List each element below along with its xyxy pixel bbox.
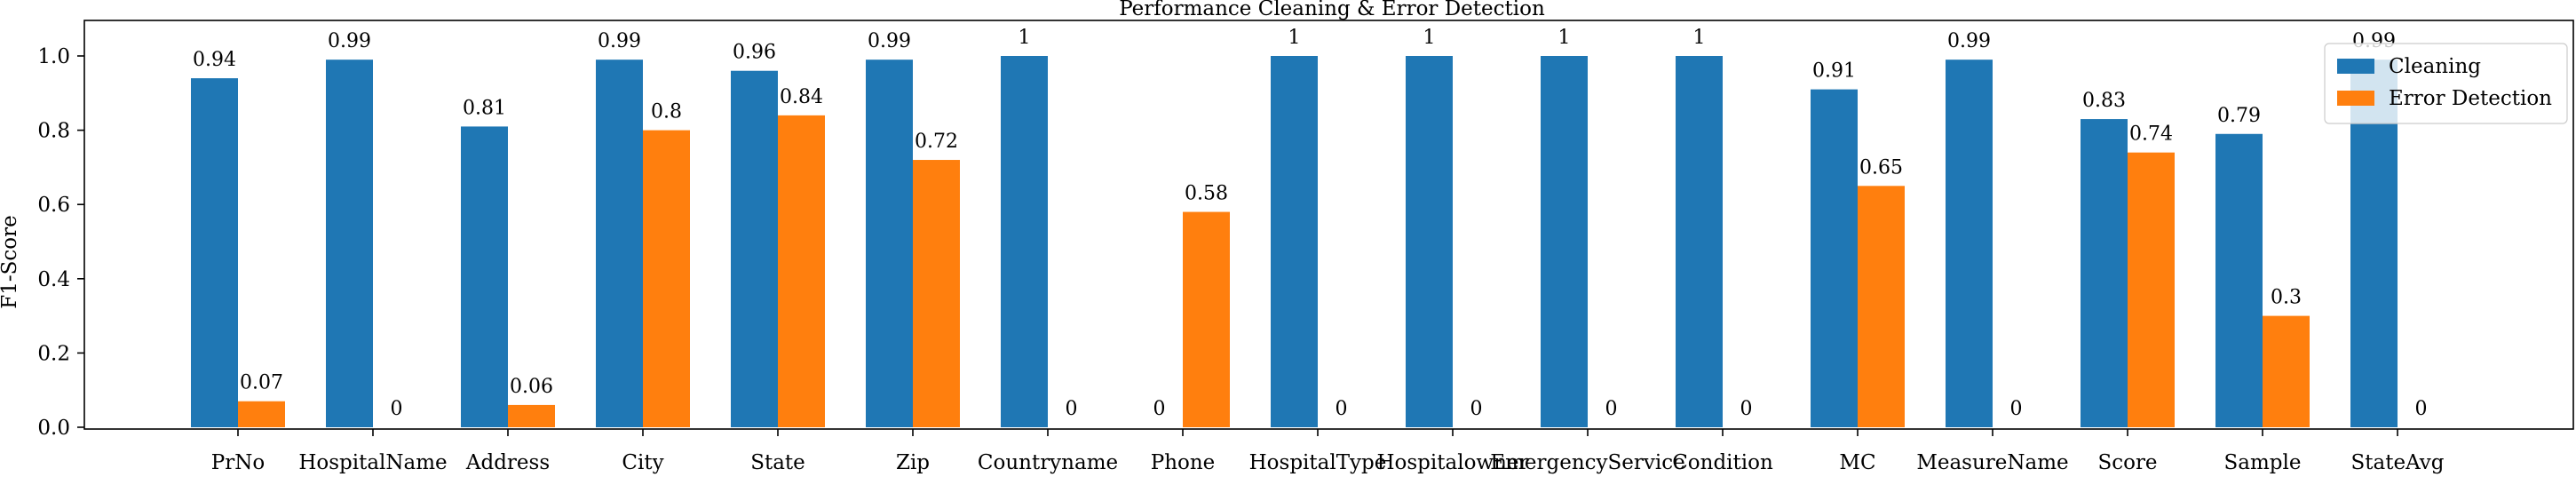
data-label-error-detection-address: 0.06 — [510, 376, 553, 398]
chart-title: Performance Cleaning & Error Detection — [1119, 0, 1545, 20]
x-tick-label-emergencyservice: EmergencyService — [1490, 451, 1684, 474]
x-tick-label-sample: Sample — [2224, 451, 2302, 474]
data-label-cleaning-state: 0.96 — [733, 42, 776, 64]
bar-cleaning-hospitaltype — [1271, 56, 1318, 427]
bar-cleaning-zip — [866, 60, 913, 428]
data-label-cleaning-city: 0.99 — [598, 30, 641, 52]
y-tick-label-0.4: 0.4 — [37, 268, 70, 291]
x-axis-ticks: PrNo HospitalName Address City State Zip Count… — [211, 429, 2445, 474]
data-label-error-detection-zip: 0.72 — [915, 131, 958, 153]
x-tick-label-state: State — [750, 451, 805, 474]
x-tick-label-phone: Phone — [1151, 451, 1216, 474]
data-label-error-detection-measurename: 0 — [2010, 398, 2023, 420]
data-label-cleaning-hospitalowner: 1 — [1423, 27, 1436, 49]
bar-cleaning-state — [731, 70, 778, 427]
bar-error-detection-address — [508, 404, 555, 427]
bar-cleaning-condition — [1676, 56, 1723, 427]
data-label-error-detection-hospitalname: 0 — [391, 398, 403, 420]
legend-label-error-detection: Error Detection — [2389, 87, 2552, 110]
x-tick-label-city: City — [622, 451, 663, 474]
plot-frame — [83, 20, 2574, 430]
x-tick-label-prno: PrNo — [211, 451, 265, 474]
data-label-error-detection-condition: 0 — [1740, 398, 1753, 420]
data-label-cleaning-hospitaltype: 1 — [1288, 27, 1301, 49]
y-axis-ticks: 0.0 0.2 0.4 0.6 0.8 1.0 — [37, 45, 84, 440]
x-tick-label-hospitalname: HospitalName — [298, 451, 447, 474]
data-label-cleaning-countryname: 1 — [1019, 27, 1031, 49]
data-label-error-detection-city: 0.8 — [651, 101, 682, 123]
x-tick-label-stateavg: StateAvg — [2351, 451, 2445, 474]
data-label-error-detection-prno: 0.07 — [240, 372, 283, 394]
bar-error-detection-mc — [1858, 186, 1905, 428]
bar-cleaning-sample — [2215, 133, 2263, 427]
x-tick-label-score: Score — [2097, 451, 2157, 474]
bar-cleaning-score — [2081, 119, 2128, 427]
y-tick-label-0.2: 0.2 — [37, 342, 70, 365]
data-label-cleaning-emergencyservice: 1 — [1558, 27, 1571, 49]
data-label-error-detection-state: 0.84 — [780, 86, 823, 108]
data-label-cleaning-measurename: 0.99 — [1947, 30, 1991, 52]
bar-cleaning-hospitalname — [326, 60, 373, 428]
bar-error-detection-city — [643, 130, 690, 427]
x-tick-label-zip: Zip — [896, 451, 930, 474]
legend-swatch-error-detection — [2337, 91, 2374, 106]
y-tick-label-1.0: 1.0 — [37, 45, 70, 68]
y-tick-label-0.6: 0.6 — [37, 194, 70, 217]
x-tick-label-hospitalowner: Hospitalowner — [1376, 451, 1528, 474]
data-label-cleaning-condition: 1 — [1693, 27, 1706, 49]
bars-layer — [191, 56, 2398, 428]
bar-error-detection-zip — [913, 160, 960, 428]
x-tick-label-countryname: Countryname — [978, 451, 1118, 474]
legend-box — [2324, 43, 2568, 124]
data-label-error-detection-sample: 0.3 — [2271, 287, 2302, 309]
data-label-cleaning-zip: 0.99 — [868, 30, 911, 52]
data-label-error-detection-stateavg: 0 — [2415, 398, 2428, 420]
data-label-error-detection-hospitalowner: 0 — [1470, 398, 1483, 420]
data-label-cleaning-address: 0.81 — [463, 97, 506, 119]
x-tick-label-mc: MC — [1839, 451, 1875, 474]
data-label-cleaning-score: 0.83 — [2082, 90, 2126, 112]
bar-error-detection-sample — [2263, 315, 2310, 427]
y-tick-label-0.8: 0.8 — [37, 120, 70, 143]
bar-cleaning-measurename — [1946, 60, 1993, 428]
bar-error-detection-phone — [1183, 211, 1230, 427]
data-label-cleaning-prno: 0.94 — [193, 49, 236, 71]
data-label-error-detection-mc: 0.65 — [1859, 156, 1903, 179]
data-label-cleaning-phone: 0 — [1153, 398, 1166, 420]
bar-cleaning-countryname — [1001, 56, 1048, 427]
legend: Cleaning Error Detection — [2324, 43, 2568, 124]
bar-error-detection-prno — [238, 401, 285, 427]
x-tick-label-address: Address — [465, 451, 550, 474]
bar-cleaning-prno — [191, 78, 238, 427]
data-label-error-detection-score: 0.74 — [2129, 123, 2173, 146]
data-label-error-detection-hospitaltype: 0 — [1336, 398, 1348, 420]
data-label-error-detection-phone: 0.58 — [1185, 183, 1228, 205]
data-label-cleaning-sample: 0.79 — [2217, 105, 2261, 127]
bar-cleaning-address — [461, 126, 508, 428]
x-tick-label-measurename: MeasureName — [1916, 451, 2068, 474]
x-tick-label-condition: Condition — [1672, 451, 1773, 474]
bar-cleaning-emergencyservice — [1541, 56, 1588, 427]
bar-error-detection-score — [2128, 152, 2175, 427]
legend-label-cleaning: Cleaning — [2389, 55, 2481, 78]
bar-cleaning-city — [596, 60, 643, 428]
data-label-error-detection-countryname: 0 — [1066, 398, 1078, 420]
legend-swatch-cleaning — [2337, 59, 2374, 74]
data-label-error-detection-emergencyservice: 0 — [1605, 398, 1618, 420]
y-axis-label: F1-Score — [0, 215, 21, 308]
data-label-cleaning-hospitalname: 0.99 — [328, 30, 371, 52]
bar-error-detection-state — [778, 115, 825, 427]
data-label-cleaning-mc: 0.91 — [1812, 60, 1856, 83]
y-tick-label-0.0: 0.0 — [37, 417, 70, 440]
x-tick-label-hospitaltype: HospitalType — [1249, 451, 1387, 474]
bar-cleaning-hospitalowner — [1406, 56, 1453, 427]
bar-cleaning-mc — [1811, 89, 1858, 428]
